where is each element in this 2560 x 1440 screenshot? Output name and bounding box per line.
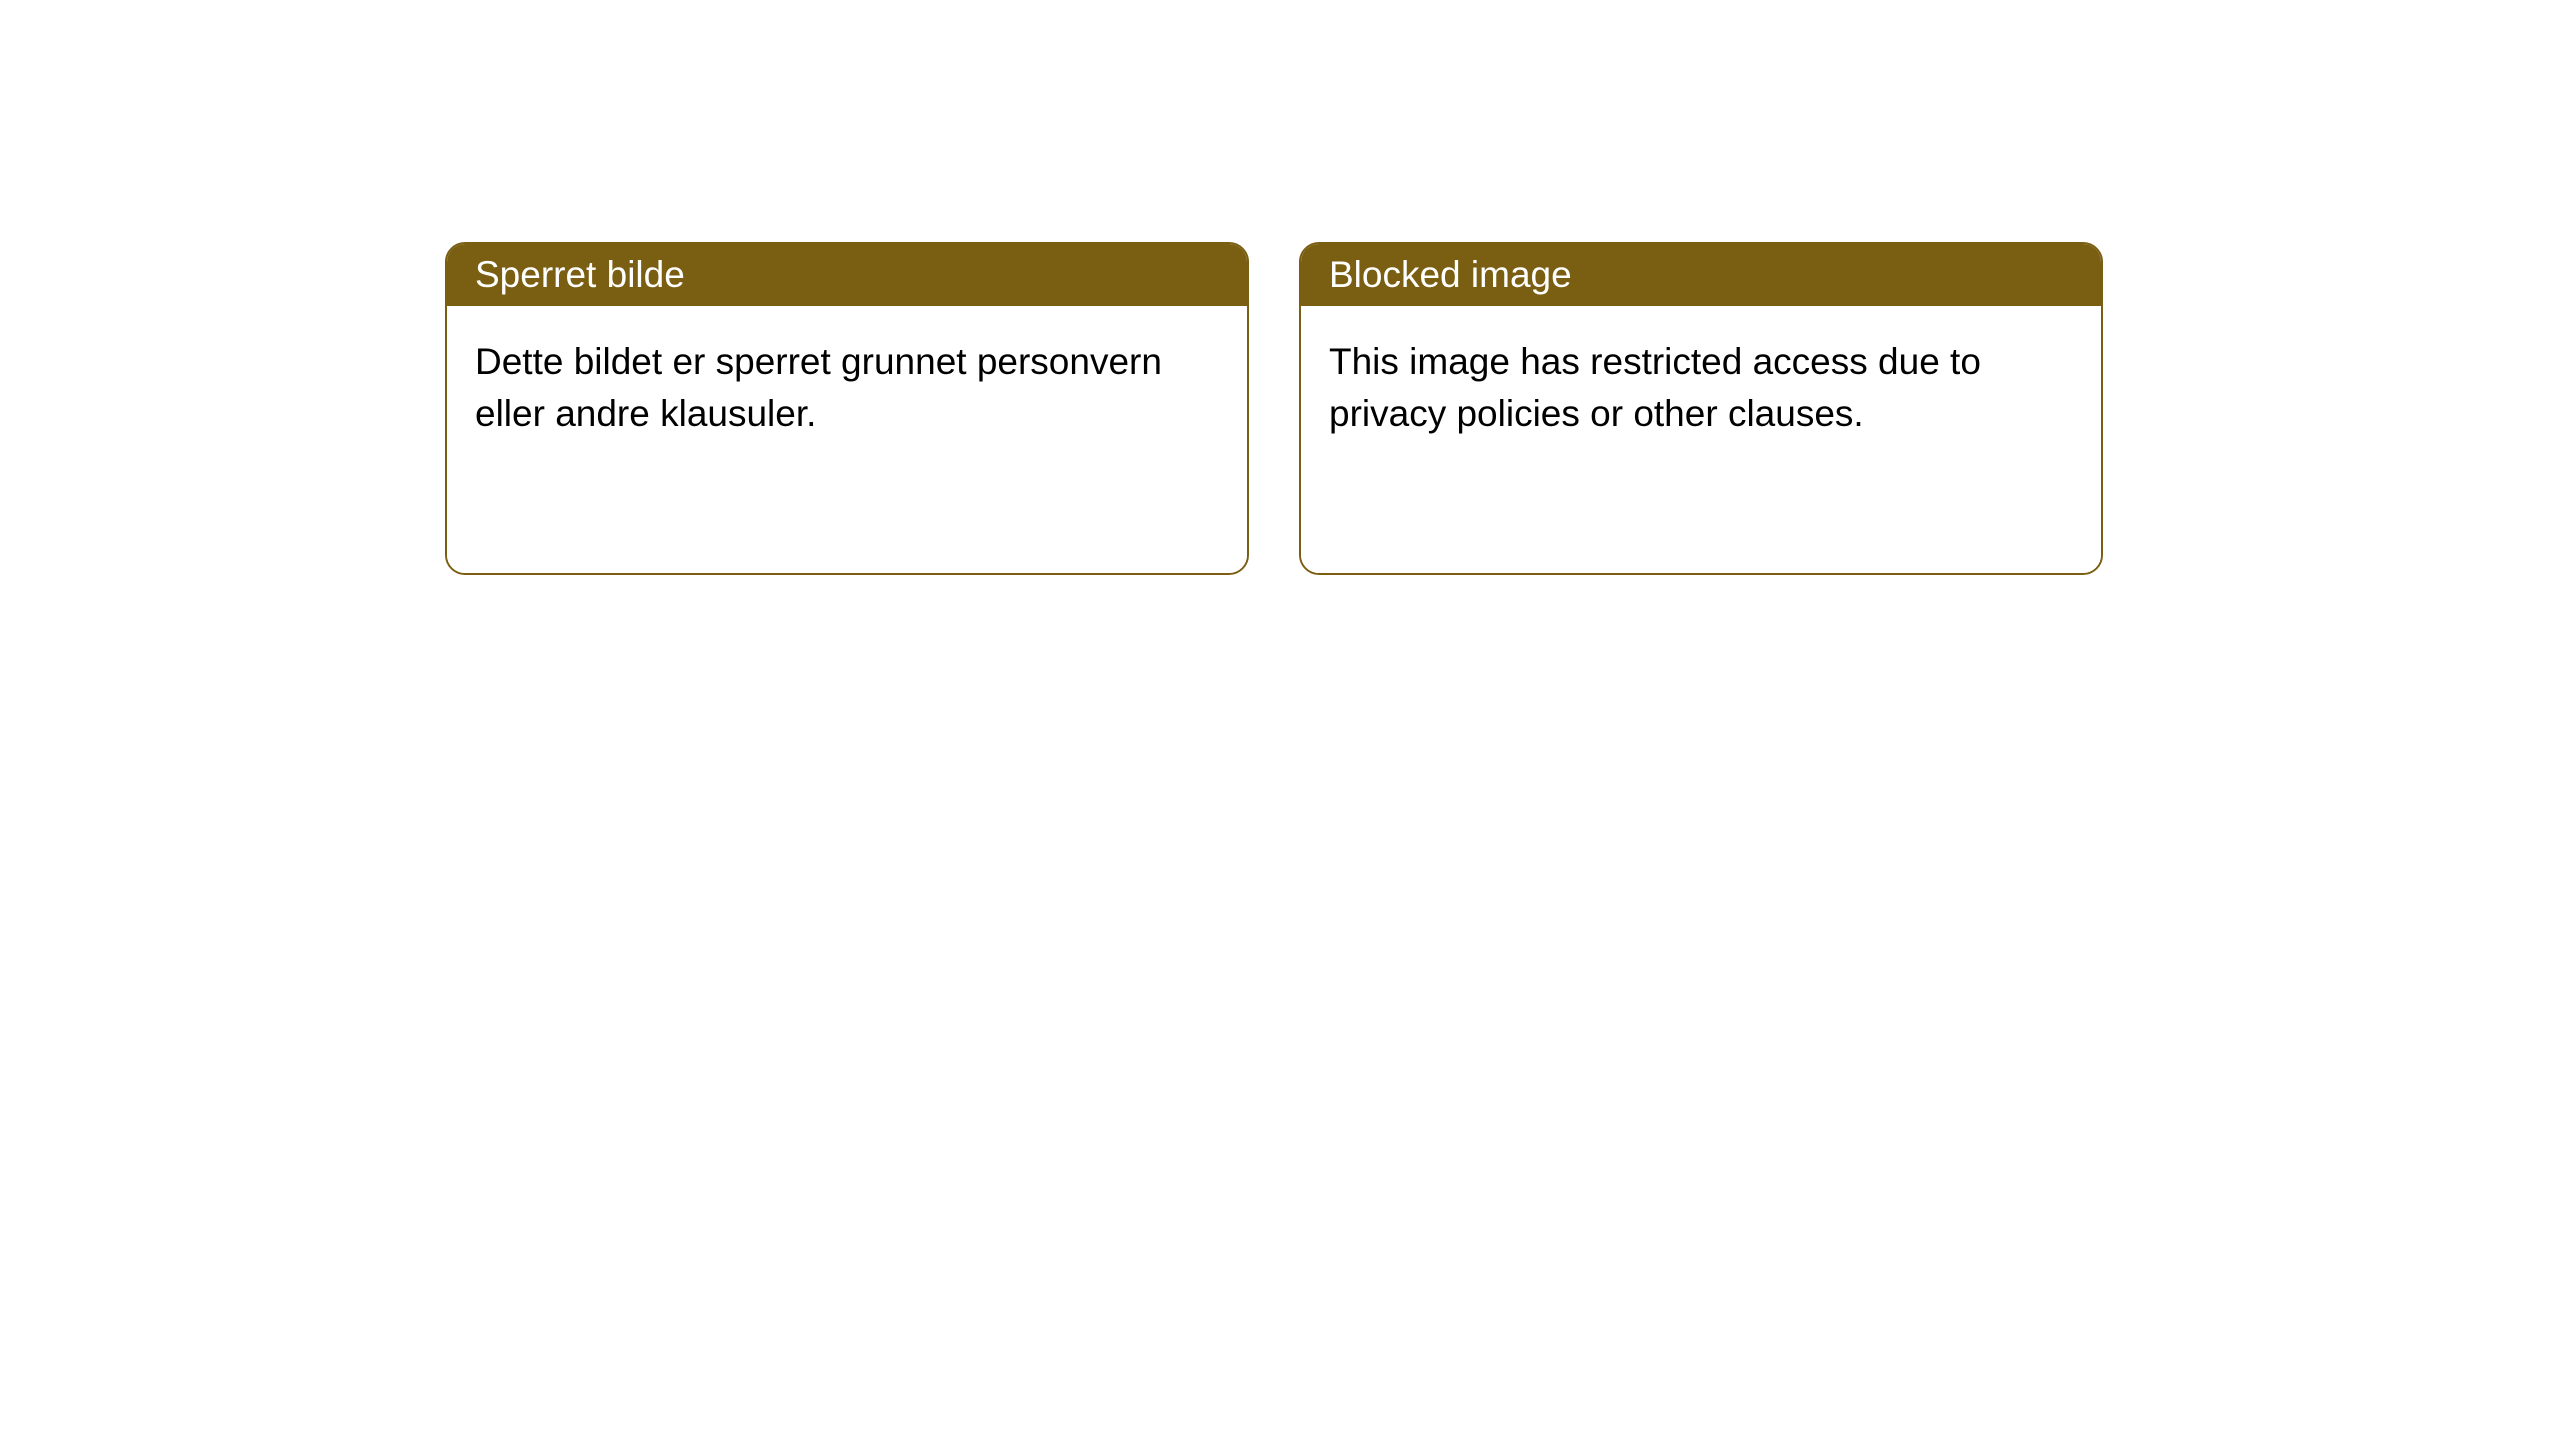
notice-body-norwegian: Dette bildet er sperret grunnet personve… bbox=[447, 306, 1247, 573]
notice-body-english: This image has restricted access due to … bbox=[1301, 306, 2101, 573]
notice-box-english: Blocked image This image has restricted … bbox=[1299, 242, 2103, 575]
notice-header-english: Blocked image bbox=[1301, 244, 2101, 306]
notice-container: Sperret bilde Dette bildet er sperret gr… bbox=[0, 0, 2560, 575]
notice-box-norwegian: Sperret bilde Dette bildet er sperret gr… bbox=[445, 242, 1249, 575]
notice-header-norwegian: Sperret bilde bbox=[447, 244, 1247, 306]
